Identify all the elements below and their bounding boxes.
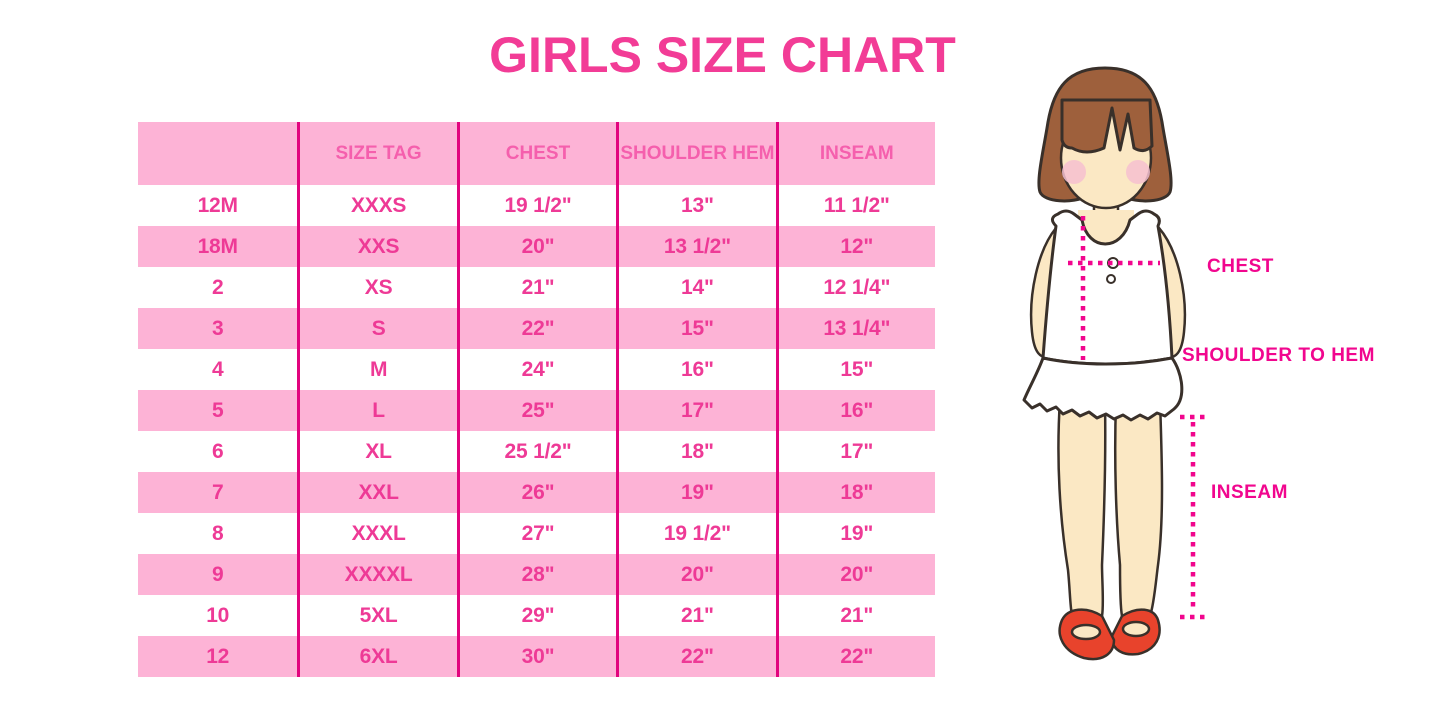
page-title: GIRLS SIZE CHART bbox=[489, 27, 956, 83]
table-cell: 20" bbox=[456, 226, 616, 267]
table-row: 18M XXS 20" 13 1/2" 12" bbox=[138, 226, 935, 267]
table-row: 12 6XL 30" 22" 22" bbox=[138, 636, 935, 677]
header-cell: INSEAM bbox=[775, 122, 935, 185]
table-cell: XS bbox=[297, 267, 456, 308]
table-cell: 16" bbox=[775, 390, 935, 431]
table-cell: 12 bbox=[206, 644, 230, 668]
table-row: 6 XL 25 1/2" 18" 17" bbox=[138, 431, 935, 472]
table-cell: 17" bbox=[775, 431, 935, 472]
table-row: 12M XXXS 19 1/2" 13" 11 1/2" bbox=[138, 185, 935, 226]
table-cell: 20" bbox=[775, 554, 935, 595]
table-cell: 8 bbox=[211, 521, 224, 545]
table-cell: 16" bbox=[616, 349, 775, 390]
table-cell: 22" bbox=[616, 636, 775, 677]
table-cell: 12M bbox=[197, 193, 238, 217]
shoulder-to-hem-label: SHOULDER TO HEM bbox=[1182, 345, 1375, 366]
table-cell: 22" bbox=[456, 308, 616, 349]
table-cell: XXL bbox=[297, 472, 456, 513]
skirt bbox=[1022, 356, 1184, 422]
table-cell: S bbox=[297, 308, 456, 349]
table-cell: 13 1/2" bbox=[616, 226, 775, 267]
girl-illustration bbox=[1022, 66, 1207, 661]
table-cell: 3 bbox=[211, 316, 224, 340]
header-cell bbox=[138, 122, 297, 185]
table-cell: 15" bbox=[616, 308, 775, 349]
table-cell: XXS bbox=[297, 226, 456, 267]
table-cell: 28" bbox=[456, 554, 616, 595]
table-cell: 21" bbox=[775, 595, 935, 636]
table-cell: 27" bbox=[456, 513, 616, 554]
table-cell: 21" bbox=[456, 267, 616, 308]
table-cell: M bbox=[297, 349, 456, 390]
table-cell: 12 1/4" bbox=[775, 267, 935, 308]
table-row: 3 S 22" 15" 13 1/4" bbox=[138, 308, 935, 349]
table-cell: 14" bbox=[616, 267, 775, 308]
chest-label: CHEST bbox=[1207, 256, 1274, 277]
table-cell: 25" bbox=[456, 390, 616, 431]
table-cell: 7 bbox=[211, 480, 224, 504]
table-cell: 17" bbox=[616, 390, 775, 431]
table-cell: 30" bbox=[456, 636, 616, 677]
table-cell: 19" bbox=[775, 513, 935, 554]
bangs bbox=[1060, 98, 1154, 154]
table-cell: 18" bbox=[616, 431, 775, 472]
table-row: 5 L 25" 17" 16" bbox=[138, 390, 935, 431]
table-cell: 9 bbox=[211, 562, 224, 586]
table-cell: 18M bbox=[197, 234, 238, 258]
table-cell: 12" bbox=[775, 226, 935, 267]
left-leg bbox=[1057, 398, 1107, 618]
table-cell: 6XL bbox=[297, 636, 456, 677]
size-table: SIZE TAG CHEST SHOULDER HEM INSEAM 12M XXXS 19… bbox=[138, 122, 935, 677]
right-leg bbox=[1113, 398, 1164, 618]
table-cell: 15" bbox=[775, 349, 935, 390]
table-cell: 13" bbox=[616, 185, 775, 226]
blush-left bbox=[1062, 160, 1086, 184]
left-shoe-opening bbox=[1070, 623, 1102, 641]
table-cell: 19" bbox=[616, 472, 775, 513]
table-cell: 5 bbox=[211, 398, 224, 422]
table-cell: 18" bbox=[775, 472, 935, 513]
table-cell: 20" bbox=[616, 554, 775, 595]
table-cell: 10 bbox=[206, 603, 230, 627]
table-row: 8 XXXL 27" 19 1/2" 19" bbox=[138, 513, 935, 554]
table-row: 7 XXL 26" 19" 18" bbox=[138, 472, 935, 513]
table-cell: 11 1/2" bbox=[775, 185, 935, 226]
table-cell: 19 1/2" bbox=[456, 185, 616, 226]
table-cell: 5XL bbox=[297, 595, 456, 636]
table-row: 2 XS 21" 14" 12 1/4" bbox=[138, 267, 935, 308]
table-cell: XL bbox=[297, 431, 456, 472]
table-cell: XXXL bbox=[297, 513, 456, 554]
header-cell: SHOULDER HEM bbox=[616, 122, 775, 185]
right-shoe-opening bbox=[1121, 620, 1151, 638]
table-row: 10 5XL 29" 21" 21" bbox=[138, 595, 935, 636]
table-cell: 24" bbox=[456, 349, 616, 390]
table-cell: 4 bbox=[211, 357, 224, 381]
inseam-label: INSEAM bbox=[1211, 482, 1288, 503]
measurement-diagram: CHEST SHOULDER TO HEM INSEAM bbox=[1010, 60, 1440, 715]
header-cell: SIZE TAG bbox=[297, 122, 456, 185]
table-cell: L bbox=[297, 390, 456, 431]
table-cell: XXXS bbox=[297, 185, 456, 226]
button bbox=[1106, 274, 1116, 284]
table-row: 9 XXXXL 28" 20" 20" bbox=[138, 554, 935, 595]
table-cell: 19 1/2" bbox=[616, 513, 775, 554]
table-cell: 29" bbox=[456, 595, 616, 636]
table-cell: 6 bbox=[211, 439, 224, 463]
table-cell: 21" bbox=[616, 595, 775, 636]
header-cell: CHEST bbox=[456, 122, 616, 185]
table-cell: 26" bbox=[456, 472, 616, 513]
table-cell: XXXXL bbox=[297, 554, 456, 595]
blush-right bbox=[1126, 160, 1150, 184]
table-cell: 13 1/4" bbox=[775, 308, 935, 349]
table-cell: 22" bbox=[775, 636, 935, 677]
table-cell: 25 1/2" bbox=[456, 431, 616, 472]
table-cell: 2 bbox=[211, 275, 224, 299]
table-row: 4 M 24" 16" 15" bbox=[138, 349, 935, 390]
table-header-row: SIZE TAG CHEST SHOULDER HEM INSEAM bbox=[138, 122, 935, 185]
